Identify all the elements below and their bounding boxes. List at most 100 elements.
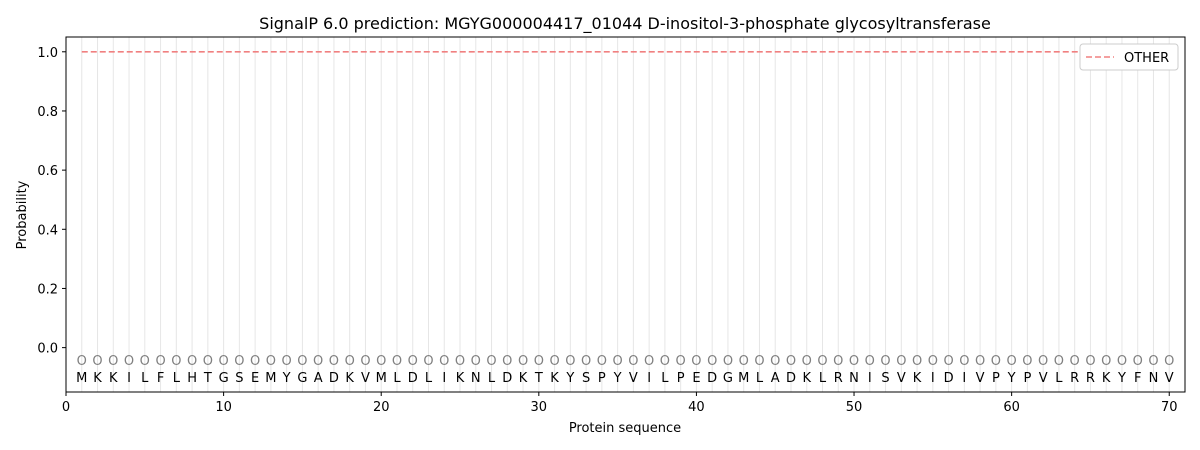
residue-label: L [1055, 371, 1063, 386]
residue-label: M [76, 371, 87, 386]
region-marker: O [739, 354, 749, 369]
region-marker: O [928, 354, 938, 369]
legend: OTHER [1079, 43, 1179, 71]
y-tick-label: 1.0 [37, 46, 58, 61]
residue-label: A [314, 371, 323, 386]
region-marker: O [124, 354, 134, 369]
region-marker: O [92, 354, 102, 369]
residue-label: K [1102, 371, 1111, 386]
region-marker: O [392, 354, 402, 369]
x-tick-label: 50 [846, 400, 863, 415]
region-marker: O [1133, 354, 1143, 369]
residue-label: R [834, 371, 843, 386]
residue-label: L [819, 371, 827, 386]
region-marker: O [628, 354, 638, 369]
residue-label: R [1070, 371, 1079, 386]
residue-label: V [629, 371, 638, 386]
residue-label: L [488, 371, 496, 386]
region-marker: O [360, 354, 370, 369]
residue-label: P [992, 371, 1000, 386]
region-marker: O [912, 354, 922, 369]
region-marker: O [943, 354, 953, 369]
region-marker: O [1038, 354, 1048, 369]
residue-label: K [345, 371, 354, 386]
region-marker: O [518, 354, 528, 369]
region-marker: O [218, 354, 228, 369]
residue-label: L [173, 371, 181, 386]
residue-label: M [376, 371, 387, 386]
region-marker: O [266, 354, 276, 369]
y-axis-ticks: 0.0 0.2 0.4 0.6 0.8 1.0 [37, 46, 66, 357]
region-marker: O [770, 354, 780, 369]
region-marker: O [565, 354, 575, 369]
region-marker: O [849, 354, 859, 369]
residue-label: N [849, 371, 859, 386]
chart-title: SignalP 6.0 prediction: MGYG000004417_01… [259, 14, 991, 34]
region-marker: O [439, 354, 449, 369]
region-marker: O [896, 354, 906, 369]
region-marker: O [187, 354, 197, 369]
region-marker: O [660, 354, 670, 369]
region-marker: O [282, 354, 292, 369]
residue-label: L [425, 371, 433, 386]
region-marker: O [297, 354, 307, 369]
region-marker: O [754, 354, 764, 369]
residue-label: S [235, 371, 243, 386]
y-tick-label: 0.2 [37, 282, 58, 297]
residue-label: I [127, 371, 131, 386]
residue-label: G [297, 371, 307, 386]
residue-label: P [1023, 371, 1031, 386]
region-marker: O [77, 354, 87, 369]
residue-label: V [361, 371, 370, 386]
residue-label: M [265, 371, 276, 386]
residue-label: E [251, 371, 259, 386]
region-marker: O [534, 354, 544, 369]
residue-label: P [677, 371, 685, 386]
residue-label: L [141, 371, 149, 386]
x-tick-label: 40 [688, 400, 705, 415]
region-marker: O [313, 354, 323, 369]
region-marker: O [786, 354, 796, 369]
residue-label: F [1134, 371, 1141, 386]
residue-label: M [738, 371, 749, 386]
residue-label: K [109, 371, 118, 386]
region-marker: O [1164, 354, 1174, 369]
residue-label: L [661, 371, 669, 386]
region-marker: O [376, 354, 386, 369]
x-axis-label: Protein sequence [569, 421, 681, 436]
region-marker: O [1070, 354, 1080, 369]
region-marker: O [613, 354, 623, 369]
residue-label: G [219, 371, 229, 386]
residue-label: T [203, 371, 212, 386]
region-marker: O [1101, 354, 1111, 369]
region-marker: O [802, 354, 812, 369]
region-marker: O [975, 354, 985, 369]
region-marker: O [1085, 354, 1095, 369]
x-tick-label: 60 [1003, 400, 1020, 415]
region-marker: O [1007, 354, 1017, 369]
region-marker: O [329, 354, 339, 369]
y-tick-label: 0.4 [37, 223, 58, 238]
residue-label: A [771, 371, 780, 386]
residue-label: Y [613, 371, 622, 386]
residue-label: N [1149, 371, 1159, 386]
residue-label: D [786, 371, 796, 386]
residue-label: H [187, 371, 197, 386]
region-marker: O [597, 354, 607, 369]
region-marker: O [486, 354, 496, 369]
region-marker: O [408, 354, 418, 369]
x-tick-label: 70 [1161, 400, 1178, 415]
legend-box [1079, 43, 1179, 71]
y-tick-label: 0.8 [37, 105, 58, 120]
residue-label: K [519, 371, 528, 386]
residue-label: Y [1007, 371, 1016, 386]
plot-frame [65, 36, 1186, 393]
residue-label: D [329, 371, 339, 386]
y-tick-label: 0.0 [37, 342, 58, 357]
residue-label: G [723, 371, 733, 386]
residue-label: I [962, 371, 966, 386]
residue-label: V [1165, 371, 1174, 386]
region-marker: O [1117, 354, 1127, 369]
